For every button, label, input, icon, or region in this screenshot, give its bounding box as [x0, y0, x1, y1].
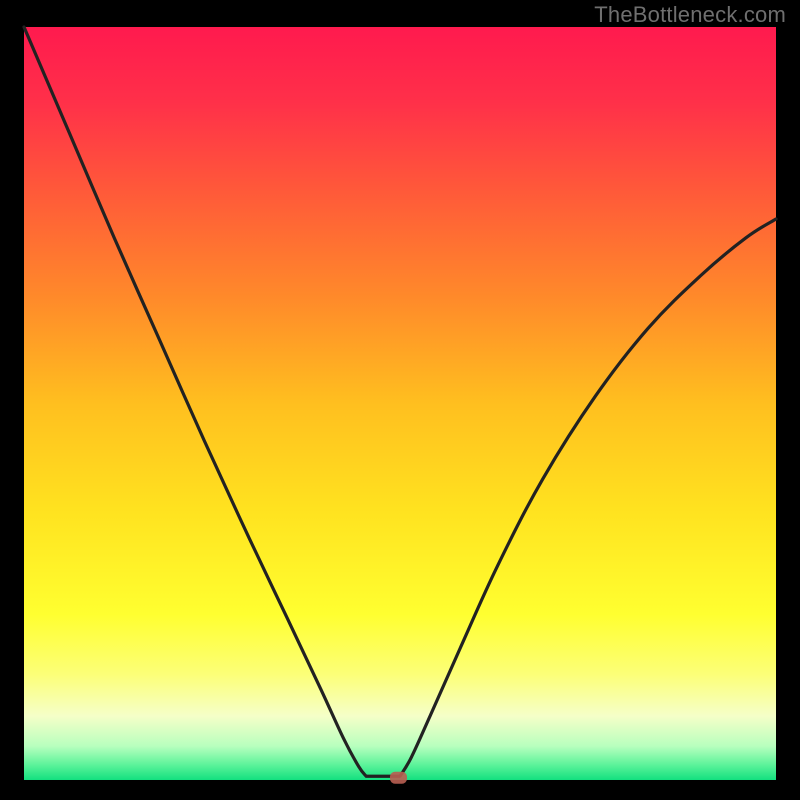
chart-container: TheBottleneck.com [0, 0, 800, 800]
bottleneck-chart [0, 0, 800, 800]
plot-background [24, 27, 776, 780]
optimal-marker [390, 772, 407, 784]
